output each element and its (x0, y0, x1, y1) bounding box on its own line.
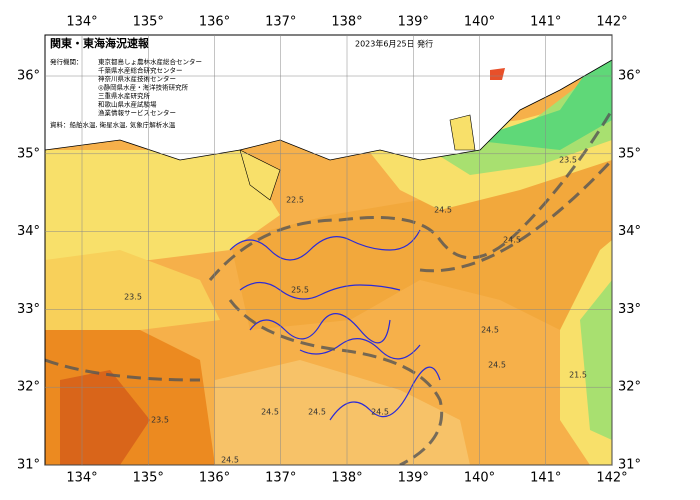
lon-label-bottom: 142° (596, 471, 627, 486)
contour-label: 22.5 (286, 196, 304, 205)
issuer: 漁業情報サービスセンター (98, 108, 176, 117)
lon-label-top: 137° (265, 15, 296, 30)
contour-label: 24.5 (434, 206, 452, 215)
lon-label-top: 134° (66, 15, 97, 30)
lat-label-right: 34° (618, 224, 641, 239)
contour-label: 24.5 (481, 326, 499, 335)
issuers-label: 発行機関： (50, 57, 83, 66)
lon-label-top: 139° (398, 15, 429, 30)
lat-label-left: 36° (17, 69, 40, 84)
contour-label: 24.5 (221, 456, 239, 465)
lon-label-top: 141° (530, 15, 561, 30)
issuer: 三重県水産研究所 (98, 91, 151, 100)
contour-label: 21.5 (569, 371, 587, 380)
lon-label-bottom: 141° (530, 471, 561, 486)
lat-label-right: 33° (618, 302, 641, 317)
issuer: 神奈川県水産技術センター (98, 74, 176, 83)
lon-label-top: 140° (464, 15, 495, 30)
sea-temperature-field (45, 35, 612, 465)
map-title: 関東・東海海況速報 (50, 36, 150, 50)
map-header: 関東・東海海況速報 2023年6月25日 発行 発行機関： 資料：船舶水温, 衛… (50, 36, 433, 129)
issue-date: 2023年6月25日 発行 (355, 39, 433, 49)
contour-label: 23.5 (124, 293, 142, 302)
lat-label-left: 35° (17, 146, 40, 161)
lon-label-bottom: 137° (265, 471, 296, 486)
lat-label-left: 31° (17, 458, 40, 473)
data-source: 資料：船舶水温, 衛星水温, 気象庁解析水温 (50, 120, 176, 129)
contour-label: 24.5 (261, 408, 279, 417)
contour-label: 23.5 (559, 156, 577, 165)
issuer: ◎静岡県水産・海洋技術研究所 (98, 83, 189, 92)
lon-label-bottom: 134° (66, 471, 97, 486)
lon-label-bottom: 136° (199, 471, 230, 486)
contour-label: 25.5 (291, 286, 309, 295)
issuer: 千葉県水産総合研究センター (98, 66, 183, 75)
issuer: 和歌山県水産試験場 (98, 100, 157, 109)
contour-label: 24.5 (503, 236, 521, 245)
lon-label-top: 135° (133, 15, 164, 30)
lon-label-top: 136° (199, 15, 230, 30)
lon-label-bottom: 140° (464, 471, 495, 486)
lat-label-right: 31° (618, 458, 641, 473)
lon-label-top: 138° (331, 15, 362, 30)
lon-label-bottom: 135° (133, 471, 164, 486)
lat-label-left: 34° (17, 224, 40, 239)
lat-label-right: 36° (618, 69, 641, 84)
issuer: 東京都島しょ農林水産総合センター (98, 57, 202, 66)
lat-label-right: 32° (618, 380, 641, 395)
lon-label-bottom: 139° (398, 471, 429, 486)
lon-label-bottom: 138° (331, 471, 362, 486)
contour-label: 23.5 (151, 416, 169, 425)
contour-label: 24.5 (371, 408, 389, 417)
contour-label: 24.5 (488, 361, 506, 370)
contour-label: 24.5 (308, 408, 326, 417)
lat-label-left: 32° (17, 380, 40, 395)
lat-label-right: 35° (618, 146, 641, 161)
lat-label-left: 33° (17, 302, 40, 317)
lon-label-top: 142° (596, 15, 627, 30)
